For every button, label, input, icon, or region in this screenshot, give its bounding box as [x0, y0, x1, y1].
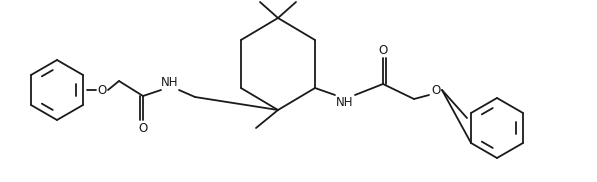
Text: NH: NH: [161, 76, 179, 88]
Text: NH: NH: [336, 96, 354, 108]
Text: O: O: [139, 122, 147, 134]
Text: O: O: [378, 43, 387, 56]
Text: O: O: [432, 84, 441, 96]
Text: O: O: [97, 84, 107, 96]
